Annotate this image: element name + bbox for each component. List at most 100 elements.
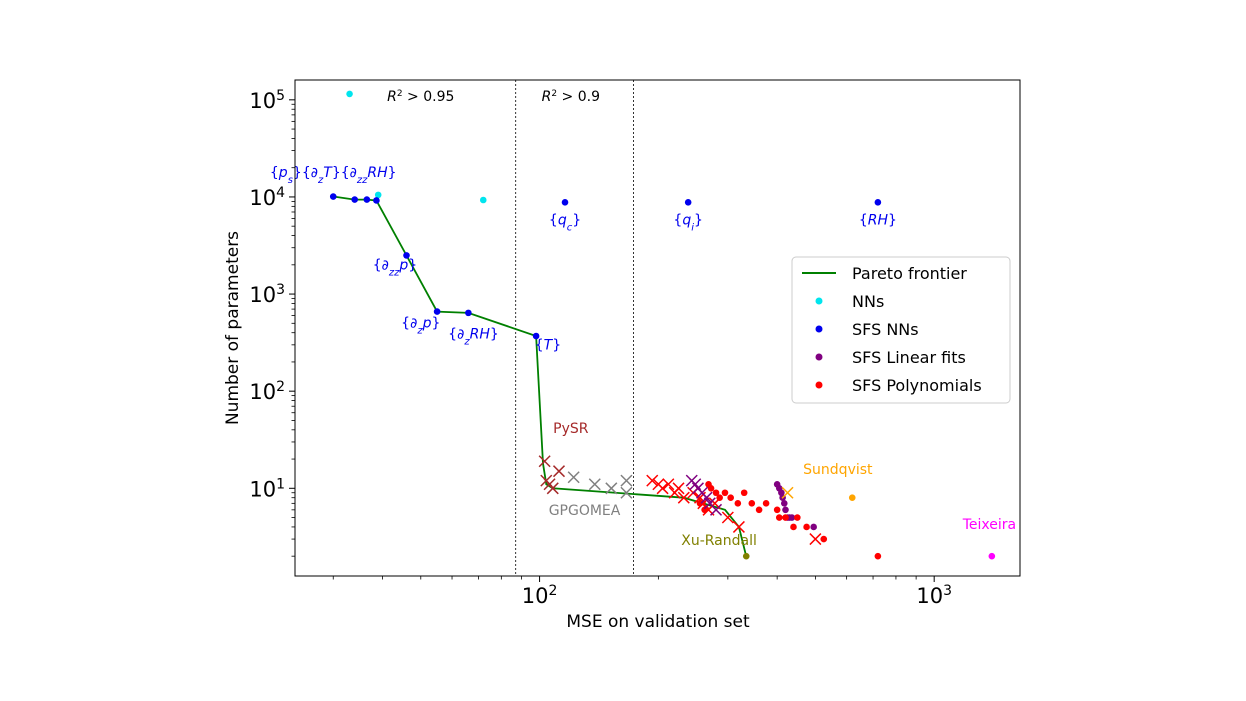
cross-point <box>656 482 669 495</box>
series-sundqvist-cross <box>781 486 794 499</box>
data-point <box>788 514 796 521</box>
data-point <box>782 506 789 514</box>
region-label-2: R2 > 0.9 <box>542 89 600 105</box>
data-point <box>782 514 789 521</box>
y-axis-label: Number of parameters <box>223 231 243 425</box>
y-tick-label-10000: 104 <box>249 185 285 210</box>
data-point <box>780 500 788 507</box>
series-teixeira <box>988 552 996 560</box>
annotation--ps-zt-zzrh: {ps}{∂zT}{∂zzRH} <box>270 165 397 186</box>
data-point <box>810 523 817 531</box>
axis-ticks: 102 103 101 102 103 104 105 <box>249 88 952 608</box>
x-axis-label: MSE on validation set <box>566 612 750 632</box>
y-tick-label-100000: 105 <box>249 88 285 113</box>
cross-point <box>709 503 723 516</box>
cross-point <box>677 491 690 504</box>
annotation-pysr: PySR <box>553 421 589 437</box>
pareto-frontier-line <box>333 195 748 557</box>
data-point <box>684 199 692 206</box>
annotation--zzp: {∂zzp} <box>373 257 417 278</box>
data-point <box>762 500 770 507</box>
annotation--rh: {RH} <box>859 213 897 229</box>
cross-point <box>662 478 675 491</box>
data-point <box>820 535 828 543</box>
series-nns <box>346 90 487 204</box>
cross-point <box>588 478 601 491</box>
legend-entry-pareto-frontier: Pareto frontier <box>802 264 967 283</box>
data-point <box>778 489 785 497</box>
annotation--t: {T} <box>535 337 561 353</box>
cross-point <box>809 533 822 546</box>
data-point <box>742 552 750 560</box>
annotation--zp: {∂zp} <box>401 316 440 337</box>
annotation-teixeira: Teixeira <box>962 517 1016 533</box>
data-point <box>707 484 715 492</box>
data-point <box>363 196 371 203</box>
x-tick-label-100: 102 <box>522 583 558 608</box>
y-tick-label-1000: 103 <box>249 282 285 307</box>
cross-point <box>546 482 559 495</box>
legend-label: SFS Linear fits <box>852 348 966 367</box>
data-point <box>988 552 996 560</box>
legend-label: SFS NNs <box>852 320 919 339</box>
legend-dot-swatch <box>815 325 823 333</box>
legend-box <box>791 256 1011 404</box>
series-sfs-linear-fits-cross <box>685 474 723 516</box>
cross-point <box>567 471 580 484</box>
series-sundqvist <box>848 494 856 502</box>
data-point <box>403 252 410 259</box>
cross-point <box>620 486 633 499</box>
series-gpgomea <box>567 471 633 499</box>
cross-point <box>552 465 566 478</box>
series-pysr <box>538 455 566 495</box>
annotation--qi: {qi} <box>673 213 703 234</box>
series-sfs-linear-fits <box>773 480 817 531</box>
data-point <box>351 196 358 203</box>
data-point <box>727 494 734 502</box>
legend: Pareto frontier NNs SFS NNs SFS Linear fits… <box>791 256 1011 404</box>
cross-point <box>732 520 745 533</box>
data-point <box>712 489 720 497</box>
data-point <box>755 506 763 514</box>
data-point <box>803 523 810 531</box>
plot-area: R2 > 0.95 R2 > 0.9 {ps}{∂zT}{∂zzRH} {∂zzp} {… <box>270 80 1016 576</box>
series-sfs-nns <box>329 193 882 340</box>
cross-point <box>721 511 734 524</box>
data-point <box>532 332 540 340</box>
annotation-sundqvist: Sundqvist <box>803 462 873 478</box>
legend-label: NNs <box>852 292 884 311</box>
y-tick-label-100: 102 <box>249 379 285 404</box>
series-sfs-polynomials <box>696 480 882 560</box>
cross-point <box>672 482 685 495</box>
legend-label: SFS Polynomials <box>852 376 982 395</box>
data-point <box>794 514 801 521</box>
cross-point <box>620 474 633 487</box>
data-point <box>790 523 797 531</box>
annotation-xu-randall: Xu-Randall <box>681 533 757 549</box>
legend-label: Pareto frontier <box>852 264 967 283</box>
legend-entry-sfs-polynomials: SFS Polynomials <box>815 376 982 395</box>
legend-dot-swatch <box>815 353 823 361</box>
data-point <box>561 199 569 206</box>
data-point <box>329 193 337 200</box>
data-point <box>775 514 783 521</box>
annotation--zrh: {∂zRH} <box>448 326 499 347</box>
data-point <box>721 489 729 497</box>
data-point <box>874 552 882 560</box>
data-point <box>874 199 882 206</box>
cross-point <box>646 474 659 487</box>
data-point <box>748 500 756 507</box>
data-point <box>373 197 380 204</box>
legend-dot-swatch <box>815 297 823 305</box>
legend-entry-sfs-nns: SFS NNs <box>815 320 919 339</box>
legend-entry-sfs-linear-fits: SFS Linear fits <box>815 348 966 367</box>
cross-point <box>781 486 794 499</box>
data-point <box>346 90 353 98</box>
legend-entry-nns: NNs <box>815 292 884 311</box>
axes-border <box>294 79 1021 577</box>
y-tick-label-10: 101 <box>249 476 285 501</box>
data-point <box>374 191 382 199</box>
data-point <box>740 489 748 497</box>
cross-point <box>605 482 618 495</box>
